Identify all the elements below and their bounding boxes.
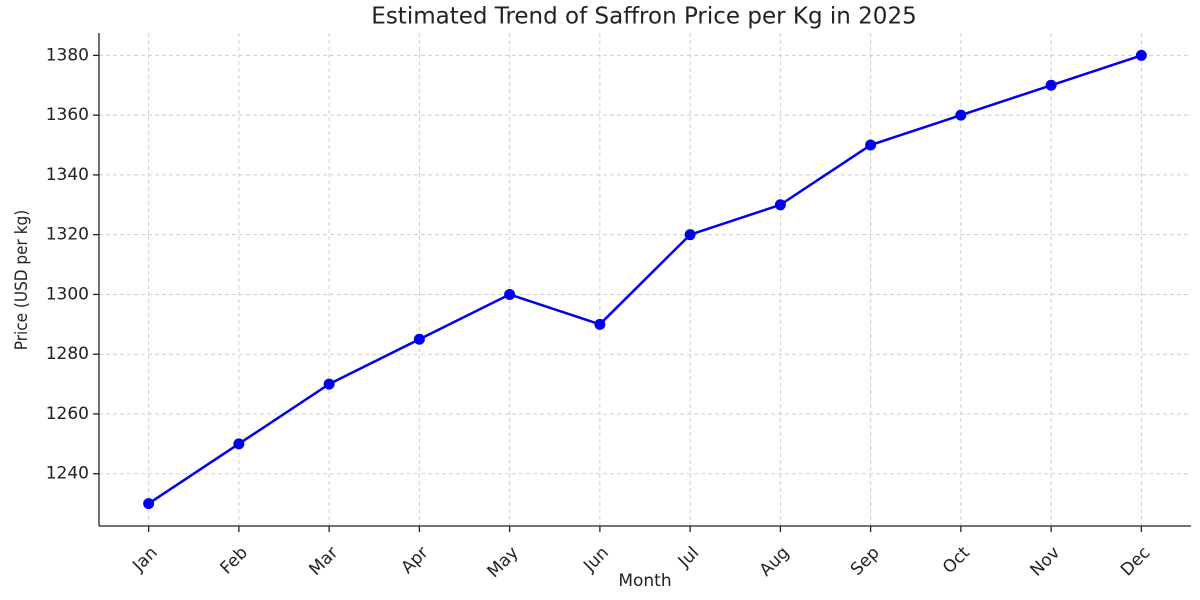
data-point bbox=[1135, 49, 1147, 61]
x-tick-label: Jul bbox=[674, 543, 703, 572]
x-tick-label: Aug bbox=[756, 543, 794, 581]
y-axis-label: Price (USD per kg) bbox=[12, 210, 32, 350]
data-point bbox=[143, 498, 155, 510]
y-tick-label: 1360 bbox=[46, 105, 89, 125]
y-tick-label: 1280 bbox=[46, 344, 89, 364]
x-tick-label: Sep bbox=[847, 543, 884, 580]
x-axis-label: Month bbox=[618, 571, 671, 591]
x-tick-label: Dec bbox=[1117, 543, 1154, 580]
y-tick-label: 1380 bbox=[46, 45, 89, 65]
y-tick-label: 1340 bbox=[46, 165, 89, 185]
y-tick-label: 1260 bbox=[46, 404, 89, 424]
x-tick-label: Oct bbox=[939, 543, 974, 578]
data-point bbox=[774, 199, 786, 211]
x-tick-label: May bbox=[484, 543, 523, 582]
data-point bbox=[684, 229, 696, 241]
y-tick-label: 1300 bbox=[46, 284, 89, 304]
y-tick-label: 1240 bbox=[46, 464, 89, 484]
data-point bbox=[504, 288, 516, 300]
x-tick-label: Feb bbox=[217, 543, 252, 578]
data-point bbox=[233, 438, 245, 450]
data-point bbox=[323, 378, 335, 390]
data-point bbox=[865, 139, 877, 151]
x-tick-label: Nov bbox=[1027, 543, 1065, 581]
chart-title: Estimated Trend of Saffron Price per Kg … bbox=[371, 4, 916, 30]
data-line bbox=[147, 54, 1142, 505]
y-tick-label: 1320 bbox=[46, 225, 89, 245]
data-point bbox=[955, 109, 967, 121]
x-tick-label: Mar bbox=[305, 543, 342, 580]
x-tick-label: Apr bbox=[398, 543, 433, 578]
data-point bbox=[594, 318, 606, 330]
data-point bbox=[1045, 79, 1057, 91]
data-point bbox=[413, 333, 425, 345]
x-tick-label: Jun bbox=[579, 543, 613, 577]
x-tick-label: Jan bbox=[128, 543, 161, 576]
